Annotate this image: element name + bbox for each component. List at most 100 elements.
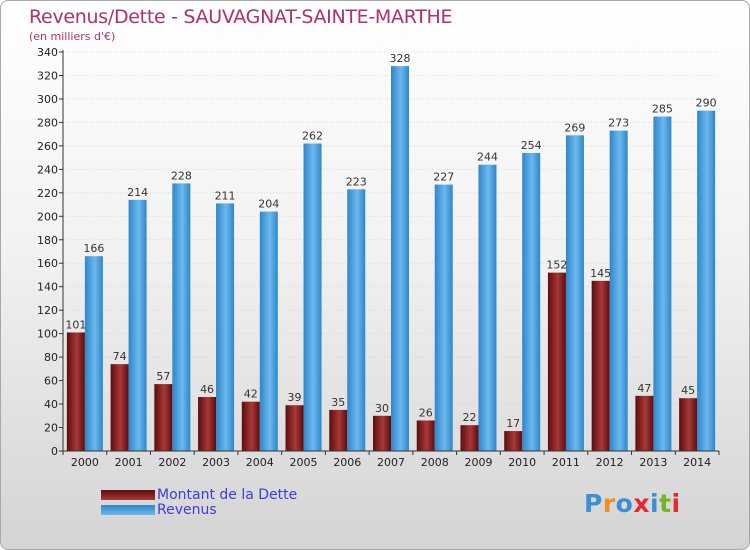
data-label-revenus: 262 (302, 130, 323, 143)
bar-revenus (259, 211, 278, 451)
x-tick-label: 2001 (115, 456, 143, 469)
x-tick-label: 2002 (158, 456, 186, 469)
x-tick-label: 2013 (639, 456, 667, 469)
x-tick-label: 2011 (552, 456, 580, 469)
legend-item-revenus: Revenus (101, 502, 217, 518)
x-tick-label: 2004 (246, 456, 274, 469)
data-label-revenus: 269 (564, 121, 585, 134)
bar-revenus (391, 66, 409, 452)
proxiti-logo: Proxiti (584, 489, 681, 518)
bar-revenus (347, 189, 366, 451)
bar-dette (373, 415, 391, 451)
data-labels: 101 166 74 214 57 228 46 211 42 204 39 262 35 223 30 32… (65, 52, 716, 430)
data-label-dette: 47 (637, 382, 651, 395)
data-label-revenus: 204 (258, 198, 279, 211)
data-label-revenus: 223 (346, 175, 367, 188)
axes: 0 20 40 60 80 100 120 140 160 180 200 220 240 260 280 3… (37, 46, 720, 469)
y-tick-label: 160 (37, 257, 58, 270)
data-label-dette: 35 (331, 396, 345, 409)
data-label-revenus: 254 (521, 139, 542, 152)
y-tick-label: 0 (51, 445, 58, 458)
bar-dette (110, 364, 129, 451)
bar-dette (154, 384, 173, 451)
data-label-dette: 30 (375, 402, 389, 415)
y-tick-label: 100 (37, 328, 58, 341)
y-tick-label: 240 (37, 163, 58, 176)
y-tick-label: 320 (37, 69, 58, 82)
y-tick-label: 60 (44, 375, 58, 388)
data-label-dette: 152 (546, 259, 567, 272)
data-label-dette: 42 (244, 388, 258, 401)
data-label-revenus: 290 (696, 97, 717, 110)
data-label-dette: 46 (200, 383, 214, 396)
legend-swatch-dette (101, 490, 155, 500)
bar-dette (198, 397, 217, 451)
bar-revenus (609, 130, 628, 451)
bar-revenus (653, 116, 672, 451)
x-tick-label: 2008 (421, 456, 449, 469)
data-label-revenus: 328 (390, 52, 411, 65)
chart-subtitle: (en milliers d'€) (29, 30, 116, 43)
data-label-dette: 39 (288, 391, 302, 404)
bar-dette (635, 395, 654, 451)
bar-revenus (697, 110, 716, 452)
y-tick-label: 340 (37, 46, 58, 59)
x-tick-label: 2014 (683, 456, 711, 469)
y-tick-label: 180 (37, 234, 58, 247)
x-tick-label: 2009 (464, 456, 492, 469)
data-label-dette: 57 (156, 370, 170, 383)
bar-dette (241, 401, 260, 451)
bar-dette (460, 425, 479, 451)
bar-revenus (478, 164, 497, 452)
data-label-dette: 145 (590, 267, 611, 280)
data-label-revenus: 211 (215, 189, 236, 202)
y-tick-label: 300 (37, 93, 58, 106)
data-label-dette: 17 (506, 417, 520, 430)
bar-dette (547, 272, 566, 451)
logo-letter: P (584, 489, 603, 518)
legend-swatch-revenus (101, 505, 155, 515)
bar-revenus (84, 256, 103, 451)
chart-title: Revenus/Dette - SAUVAGNAT-SAINTE-MARTHE (29, 6, 453, 28)
legend-label-dette: Montant de la Dette (157, 487, 298, 503)
bar-dette (416, 420, 435, 451)
x-tick-label: 2003 (202, 456, 230, 469)
bar-revenus (303, 143, 322, 452)
x-tick-label: 2007 (377, 456, 405, 469)
y-tick-label: 280 (37, 116, 58, 129)
data-label-dette: 26 (419, 406, 433, 419)
bar-revenus (172, 183, 191, 451)
logo-letter: i (650, 489, 660, 518)
x-tick-label: 2000 (71, 456, 99, 469)
x-tick-label: 2006 (333, 456, 361, 469)
y-tick-label: 20 (44, 422, 58, 435)
bar-revenus (128, 199, 147, 451)
bars (66, 66, 716, 452)
data-label-dette: 45 (681, 384, 695, 397)
data-label-revenus: 227 (433, 171, 454, 184)
data-label-revenus: 273 (608, 117, 629, 130)
bar-revenus (216, 203, 235, 451)
y-tick-label: 40 (44, 398, 58, 411)
y-tick-label: 140 (37, 281, 58, 294)
x-tick-label: 2005 (290, 456, 318, 469)
bar-dette (591, 280, 610, 451)
y-tick-label: 200 (37, 210, 58, 223)
bar-dette (329, 409, 348, 451)
bar-dette (285, 405, 304, 451)
bar-revenus (434, 184, 453, 451)
logo-letter: i (671, 489, 681, 518)
legend-label-revenus: Revenus (157, 502, 217, 518)
bar-dette (66, 332, 85, 451)
bar-dette (504, 431, 523, 451)
logo-letter: r (602, 489, 616, 518)
legend-item-dette: Montant de la Dette (101, 487, 297, 503)
bar-revenus (522, 152, 541, 451)
y-tick-label: 260 (37, 140, 58, 153)
data-label-revenus: 166 (83, 242, 104, 255)
data-label-dette: 74 (113, 350, 127, 363)
data-label-dette: 22 (462, 411, 476, 424)
data-label-revenus: 214 (127, 186, 148, 199)
x-tick-label: 2012 (596, 456, 624, 469)
